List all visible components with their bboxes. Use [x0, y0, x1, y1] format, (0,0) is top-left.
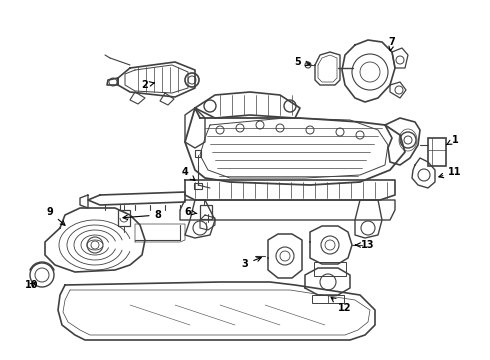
- Text: 4: 4: [182, 167, 195, 180]
- Bar: [314, 262, 346, 276]
- Bar: [428, 138, 446, 166]
- Bar: [200, 205, 212, 219]
- Text: 6: 6: [185, 207, 197, 217]
- Text: 12: 12: [331, 297, 352, 313]
- Text: 13: 13: [356, 240, 375, 250]
- Text: 5: 5: [294, 57, 310, 67]
- Text: 7: 7: [389, 37, 395, 51]
- Text: 1: 1: [446, 135, 458, 145]
- Text: 10: 10: [25, 280, 39, 290]
- Text: 3: 3: [242, 257, 261, 269]
- Text: 9: 9: [47, 207, 65, 225]
- Text: 11: 11: [439, 167, 462, 178]
- Bar: [195, 150, 201, 157]
- Text: 8: 8: [123, 210, 161, 220]
- Text: 2: 2: [142, 80, 154, 90]
- Bar: [312, 295, 344, 303]
- Bar: [118, 210, 130, 226]
- Bar: [194, 183, 202, 189]
